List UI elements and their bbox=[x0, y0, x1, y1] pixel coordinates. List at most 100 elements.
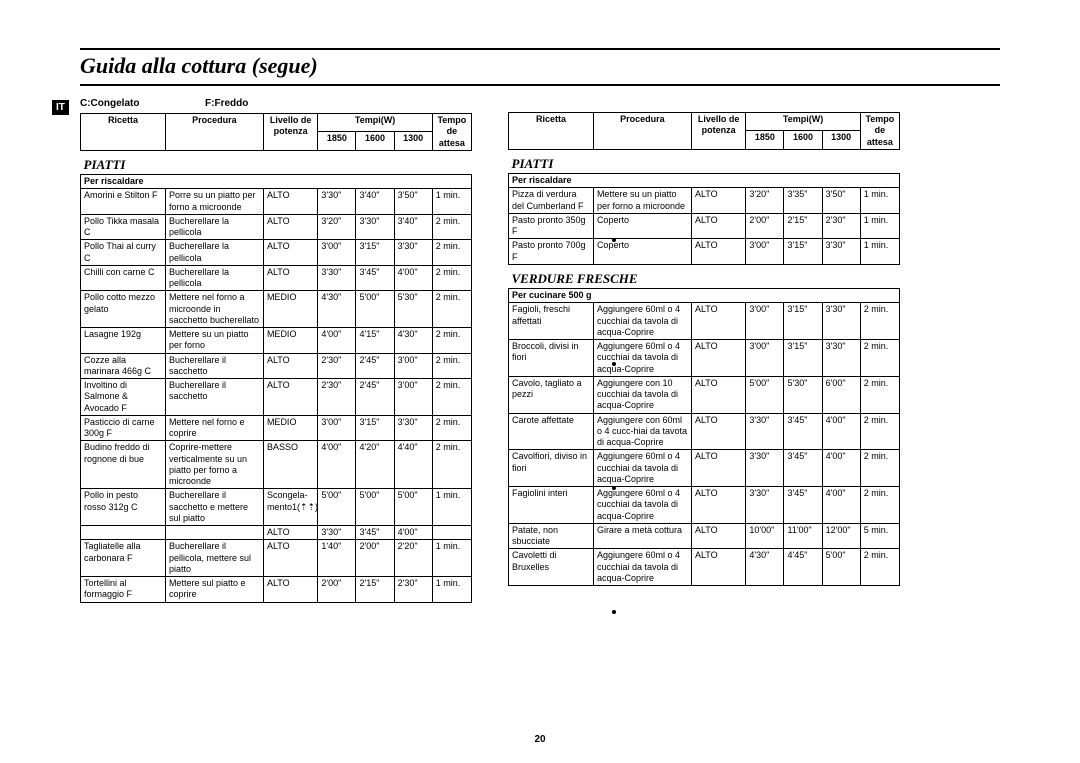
cell-t1: 3'30" bbox=[318, 526, 356, 540]
cell-attesa: 1 min. bbox=[860, 188, 899, 214]
cell-livello: ALTO bbox=[691, 487, 745, 524]
cell-t3: 3'50" bbox=[822, 188, 860, 214]
cell-proc: Bucherellare il sacchetto bbox=[165, 353, 263, 379]
cell-t2: 5'00" bbox=[356, 291, 394, 328]
table-row: Pasto pronto 350g F Coperto ALTO 2'00" 2… bbox=[509, 213, 900, 239]
cell-ricetta: Tortellini al formaggio F bbox=[81, 577, 166, 603]
cell-t3: 5'30" bbox=[394, 291, 432, 328]
cell-ricetta: Fagioli, freschi affettati bbox=[509, 303, 594, 340]
cell-t1: 5'00" bbox=[318, 489, 356, 526]
cell-t1: 4'30" bbox=[746, 549, 784, 586]
cell-attesa: 2 min. bbox=[860, 413, 899, 450]
table-row: Carote affettate Aggiungere con 60ml o 4… bbox=[509, 413, 900, 450]
cell-proc: Aggiungere 60ml o 4 cucchiai da tavola d… bbox=[593, 549, 691, 586]
cell-proc: Girare a metà cottura bbox=[593, 523, 691, 549]
cell-t2: 3'45" bbox=[784, 487, 822, 524]
table-row: Fagiolini interi Aggiungere 60ml o 4 cuc… bbox=[509, 487, 900, 524]
cell-t1: 5'00" bbox=[746, 376, 784, 413]
cell-t1: 4'00" bbox=[318, 441, 356, 489]
cell-proc: Mettere sul piatto e coprire bbox=[165, 577, 263, 603]
cell-livello: MEDIO bbox=[263, 291, 317, 328]
cell-attesa: 5 min. bbox=[860, 523, 899, 549]
subhead-risc: Per riscaldare bbox=[81, 175, 472, 189]
table-row: Patate, non sbucciate Girare a metà cott… bbox=[509, 523, 900, 549]
cell-t3: 4'00" bbox=[822, 450, 860, 487]
cell-t2: 4'20" bbox=[356, 441, 394, 489]
cell-t1: 10'00" bbox=[746, 523, 784, 549]
cell-t2: 3'45" bbox=[784, 413, 822, 450]
cell-attesa: 2 min. bbox=[432, 328, 471, 354]
th-tempo: Tempo de attesa bbox=[432, 114, 471, 151]
cell-t1: 2'30" bbox=[318, 353, 356, 379]
cell-proc: Aggiungere 60ml o 4 cucchiai da tavola d… bbox=[593, 487, 691, 524]
cell-livello: ALTO bbox=[263, 265, 317, 291]
th-ricetta: Ricetta bbox=[509, 113, 594, 150]
cell-t1: 3'30" bbox=[746, 450, 784, 487]
cell-attesa: 2 min. bbox=[860, 450, 899, 487]
cell-attesa: 2 min. bbox=[432, 291, 471, 328]
cell-t3: 3'30" bbox=[822, 303, 860, 340]
th-tempi: Tempi(W) bbox=[746, 113, 860, 131]
cell-livello: ALTO bbox=[263, 189, 317, 215]
cell-t3: 4'30" bbox=[394, 328, 432, 354]
cell-livello: ALTO bbox=[691, 413, 745, 450]
cell-t2: 3'15" bbox=[784, 303, 822, 340]
table-row: Budino freddo di rognone di bue Coprire-… bbox=[81, 441, 472, 489]
cell-ricetta: Amorini e Stilton F bbox=[81, 189, 166, 215]
cell-attesa: 2 min. bbox=[860, 549, 899, 586]
table-row: Pollo in pesto rosso 312g C Bucherellare… bbox=[81, 489, 472, 526]
cell-t2: 3'45" bbox=[784, 450, 822, 487]
left-table: Ricetta Procedura Livello de potenza Tem… bbox=[80, 113, 472, 603]
cell-proc: Bucherellare la pellicola bbox=[165, 240, 263, 266]
cell-attesa: 2 min. bbox=[432, 415, 471, 441]
cell-t3: 4'00" bbox=[394, 526, 432, 540]
cell-t3: 5'00" bbox=[822, 549, 860, 586]
th-1600: 1600 bbox=[356, 132, 394, 150]
language-tag: IT bbox=[52, 100, 69, 115]
cell-proc: Mettere su un piatto per forno a microon… bbox=[593, 188, 691, 214]
cell-attesa: 1 min. bbox=[432, 489, 471, 526]
cell-livello: ALTO bbox=[691, 549, 745, 586]
cell-proc: Aggiungere 60ml o 4 cucchiai da tavola d… bbox=[593, 450, 691, 487]
cell-ricetta: Pollo in pesto rosso 312g C bbox=[81, 489, 166, 526]
legend-c: C:Congelato bbox=[80, 98, 139, 109]
cell-livello: Scongela- mento1(⇡⇡) bbox=[263, 489, 317, 526]
th-1300: 1300 bbox=[822, 131, 860, 149]
cell-proc: Coperto bbox=[593, 239, 691, 265]
cell-ricetta: Carote affettate bbox=[509, 413, 594, 450]
table-row: Fagioli, freschi affettati Aggiungere 60… bbox=[509, 303, 900, 340]
cell-attesa: 1 min. bbox=[860, 239, 899, 265]
cell-attesa: 1 min. bbox=[432, 540, 471, 577]
cell-attesa: 2 min. bbox=[432, 441, 471, 489]
table-row: Cozze alla marinara 466g C Bucherellare … bbox=[81, 353, 472, 379]
cell-attesa: 2 min. bbox=[860, 303, 899, 340]
cell-t1: 3'00" bbox=[746, 239, 784, 265]
section-piatti-r: PIATTI bbox=[509, 149, 900, 173]
cell-attesa: 2 min. bbox=[860, 487, 899, 524]
cell-ricetta: Broccoli, divisi in fiori bbox=[509, 340, 594, 377]
cell-t3: 3'00" bbox=[394, 353, 432, 379]
cell-t1: 3'30" bbox=[318, 189, 356, 215]
table-row: Cavolfiori, diviso in fiori Aggiungere 6… bbox=[509, 450, 900, 487]
th-ricetta: Ricetta bbox=[81, 114, 166, 151]
cell-ricetta: Pasto pronto 700g F bbox=[509, 239, 594, 265]
cell-livello: ALTO bbox=[263, 540, 317, 577]
cell-t1: 3'30" bbox=[318, 265, 356, 291]
subhead-risc-r: Per riscaldare bbox=[509, 174, 900, 188]
cell-ricetta: Pizza di verdura del Cumberland F bbox=[509, 188, 594, 214]
cell-livello: ALTO bbox=[263, 240, 317, 266]
table-row: Cavolo, tagliato a pezzi Aggiungere con … bbox=[509, 376, 900, 413]
table-row: Tortellini al formaggio F Mettere sul pi… bbox=[81, 577, 472, 603]
cell-t2: 3'35" bbox=[784, 188, 822, 214]
cell-ricetta: Chilli con carne C bbox=[81, 265, 166, 291]
right-column: Ricetta Procedura Livello de potenza Tem… bbox=[508, 98, 900, 603]
cell-t2: 2'15" bbox=[784, 213, 822, 239]
cell-t2: 5'30" bbox=[784, 376, 822, 413]
cell-t1: 3'20" bbox=[318, 214, 356, 240]
cell-attesa: 2 min. bbox=[432, 353, 471, 379]
cell-t1: 3'00" bbox=[746, 303, 784, 340]
cell-t1: 3'00" bbox=[318, 240, 356, 266]
cell-t2: 3'15" bbox=[784, 340, 822, 377]
table-row: Broccoli, divisi in fiori Aggiungere 60m… bbox=[509, 340, 900, 377]
cell-t1: 3'30" bbox=[746, 413, 784, 450]
